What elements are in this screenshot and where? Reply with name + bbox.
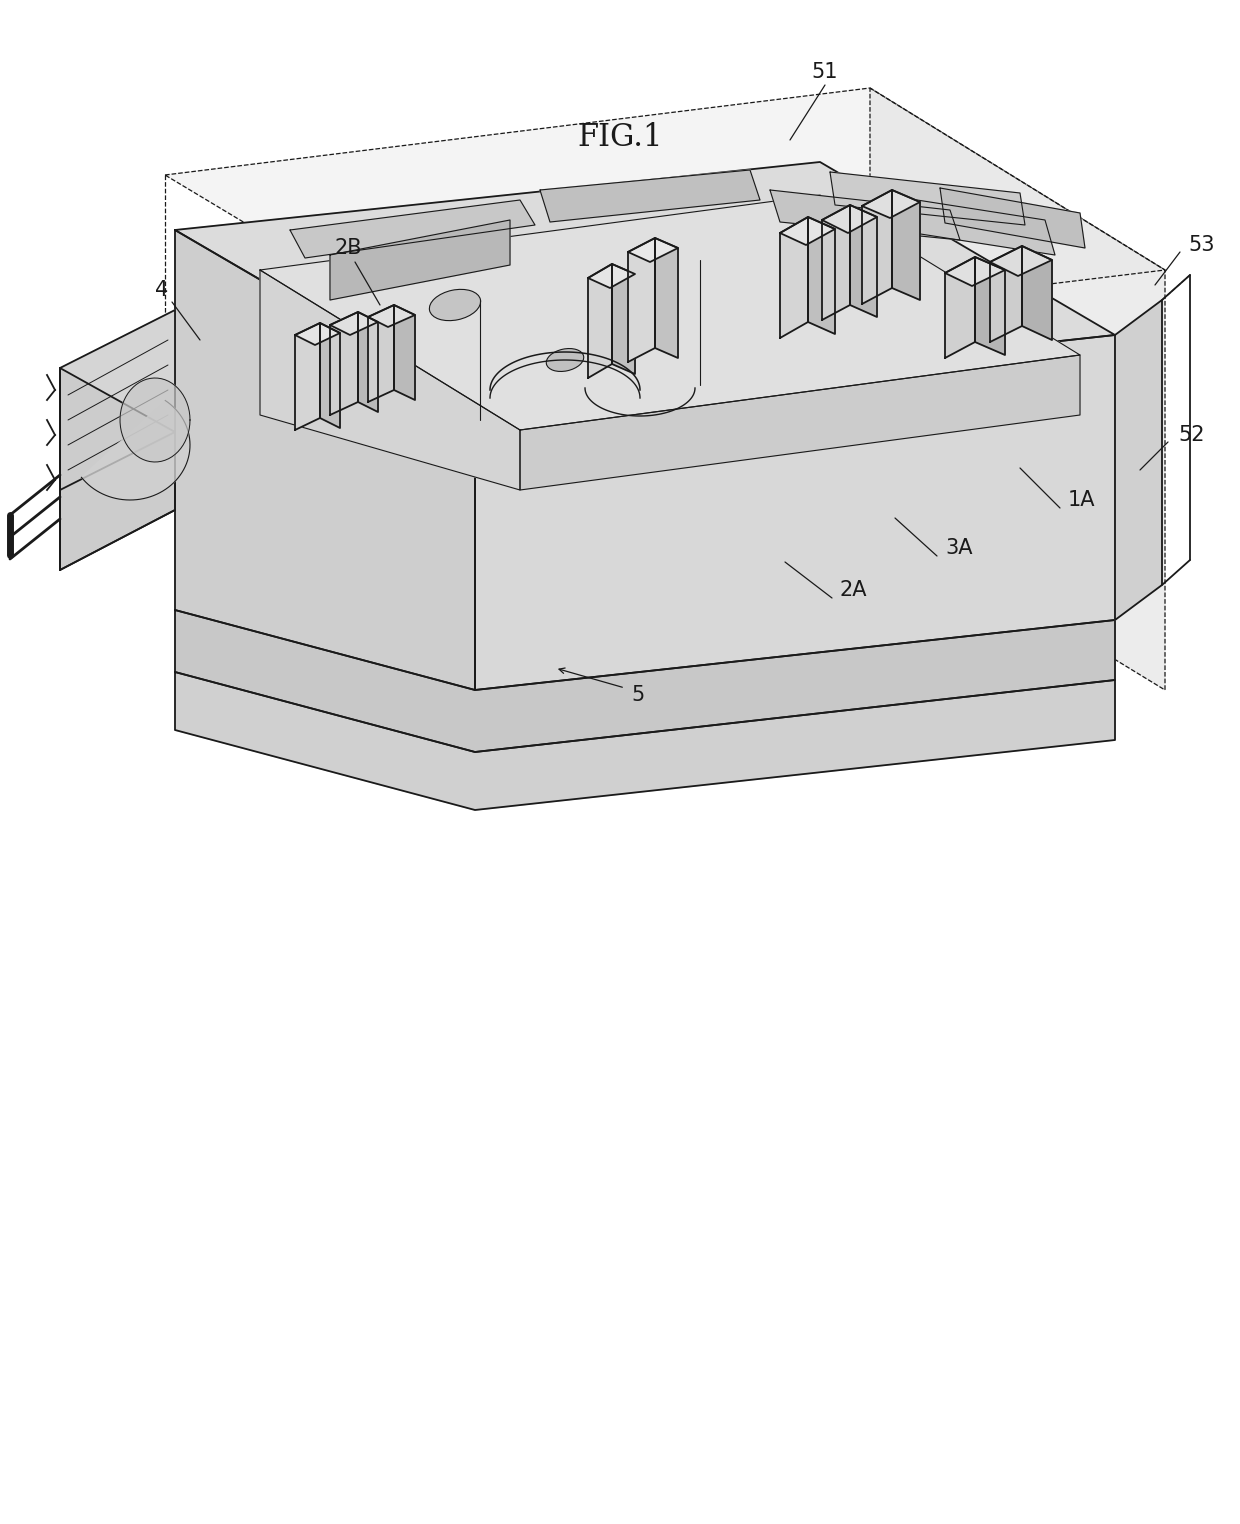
Polygon shape xyxy=(780,216,835,245)
Polygon shape xyxy=(808,216,835,334)
Ellipse shape xyxy=(429,290,481,320)
Text: 5: 5 xyxy=(631,684,645,706)
Polygon shape xyxy=(870,88,1166,690)
Polygon shape xyxy=(165,88,1166,355)
Polygon shape xyxy=(822,206,849,320)
Polygon shape xyxy=(1022,245,1052,340)
Polygon shape xyxy=(862,190,920,218)
Polygon shape xyxy=(175,230,475,690)
Polygon shape xyxy=(120,378,190,462)
Text: 1A: 1A xyxy=(1068,491,1095,511)
Polygon shape xyxy=(780,216,808,338)
Polygon shape xyxy=(330,312,378,335)
Polygon shape xyxy=(655,238,678,358)
Text: 2B: 2B xyxy=(335,238,362,258)
Polygon shape xyxy=(892,190,920,300)
Polygon shape xyxy=(822,206,877,233)
Polygon shape xyxy=(862,190,892,303)
Polygon shape xyxy=(990,245,1052,276)
Text: FIG.1: FIG.1 xyxy=(578,122,662,152)
Polygon shape xyxy=(60,309,175,491)
Polygon shape xyxy=(849,206,877,317)
Text: 3A: 3A xyxy=(945,538,972,558)
Text: 53: 53 xyxy=(1188,235,1214,255)
Polygon shape xyxy=(539,171,760,223)
Polygon shape xyxy=(330,219,510,300)
Polygon shape xyxy=(588,264,635,288)
Polygon shape xyxy=(394,305,415,399)
Polygon shape xyxy=(260,270,520,491)
Text: 2A: 2A xyxy=(839,581,868,600)
Polygon shape xyxy=(975,258,1004,355)
Polygon shape xyxy=(368,305,415,328)
Polygon shape xyxy=(330,312,358,415)
Polygon shape xyxy=(588,264,613,378)
Polygon shape xyxy=(82,401,190,500)
Polygon shape xyxy=(295,323,340,344)
Polygon shape xyxy=(613,264,635,373)
Polygon shape xyxy=(295,323,320,430)
Polygon shape xyxy=(1115,300,1162,620)
Polygon shape xyxy=(175,162,1115,405)
Polygon shape xyxy=(990,245,1022,341)
Polygon shape xyxy=(627,238,678,262)
Polygon shape xyxy=(945,258,975,358)
Polygon shape xyxy=(368,305,394,402)
Polygon shape xyxy=(358,312,378,411)
Polygon shape xyxy=(830,172,1025,226)
Polygon shape xyxy=(320,323,340,428)
Polygon shape xyxy=(770,190,960,239)
Polygon shape xyxy=(60,367,175,570)
Ellipse shape xyxy=(547,349,584,372)
Polygon shape xyxy=(260,195,1080,430)
Polygon shape xyxy=(627,238,655,363)
Polygon shape xyxy=(945,258,1004,287)
Polygon shape xyxy=(290,200,534,258)
Polygon shape xyxy=(940,187,1085,248)
Polygon shape xyxy=(885,195,1055,255)
Text: 4: 4 xyxy=(155,280,169,300)
Polygon shape xyxy=(175,672,1115,809)
Text: 52: 52 xyxy=(1178,425,1204,445)
Polygon shape xyxy=(175,610,1115,751)
Polygon shape xyxy=(475,335,1115,690)
Text: 51: 51 xyxy=(812,62,838,82)
Polygon shape xyxy=(520,355,1080,491)
